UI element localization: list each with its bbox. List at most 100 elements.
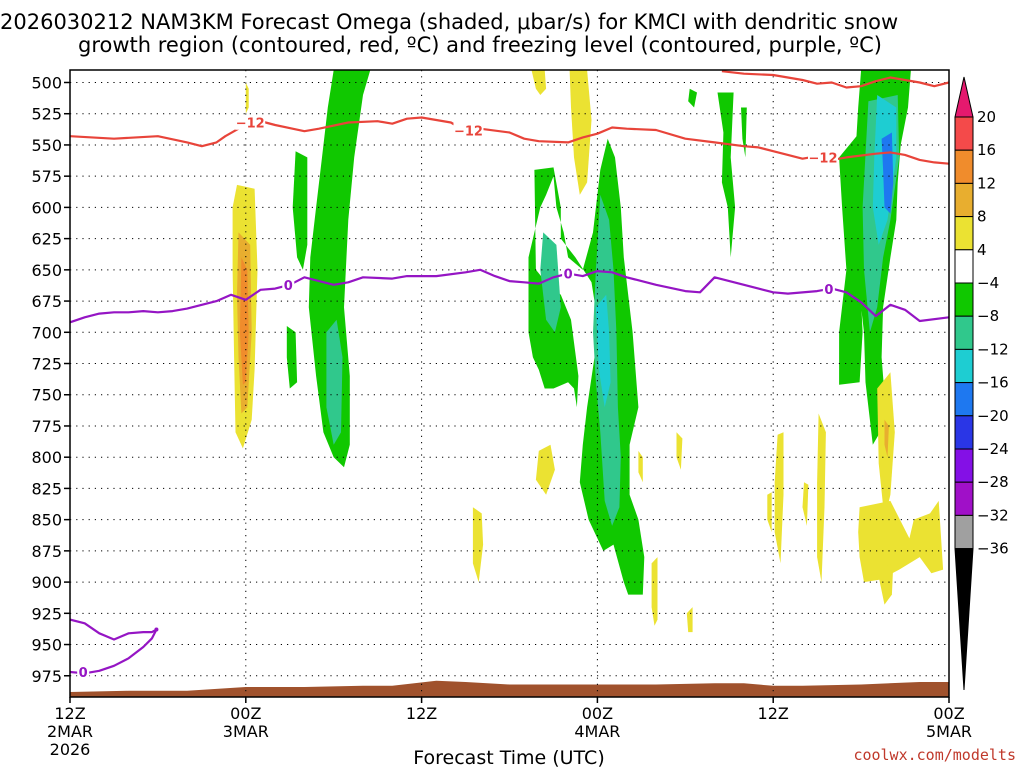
omega-colorbar: 20 16 12 8 4 −4 −8 −12 −16 −20 −24 −28 −32 −36 [954, 76, 1009, 691]
colorbar-label-1: 20 [977, 108, 996, 126]
colorbar-label-7: −8 [977, 307, 999, 325]
y-tick-label-875: 875 [31, 542, 62, 561]
freezing-label-1-bg [282, 277, 295, 293]
chart-title-line-1: 2026030212 NAM3KM Forecast Omega (shaded… [0, 10, 898, 34]
colorbar-segment-5 [954, 249, 974, 284]
credit-text: coolwx.com/modelts [853, 746, 1016, 764]
colorbar-label-13: −32 [977, 506, 1009, 524]
colorbar-top-triangle [954, 76, 974, 118]
colorbar-bottom-triangle [954, 548, 974, 691]
x-tick-label-12-2: 3MAR [223, 722, 269, 741]
omega-region-19 [239, 257, 249, 385]
y-tick-label-900: 900 [31, 573, 62, 592]
x-tick-label-36-1: 00Z [582, 704, 613, 723]
freezing-label-2-bg [562, 265, 575, 281]
omega-region-10 [839, 132, 863, 385]
colorbar-label-2: 16 [977, 141, 996, 159]
omega-region-35 [767, 492, 772, 533]
x-tick-label-60-1: 00Z [933, 704, 964, 723]
freezing-low-label-1-bg [77, 664, 90, 680]
omega-region-4 [286, 326, 298, 389]
omega-region-1 [308, 70, 371, 468]
colorbar-label-10: −20 [977, 407, 1009, 425]
freezing-label-1: 0 [284, 279, 293, 294]
x-tick-label-0-1: 12Z [54, 704, 85, 723]
omega-region-29 [774, 432, 784, 564]
omega-region-32 [651, 557, 658, 626]
y-tick-label-600: 600 [31, 198, 62, 217]
colorbar-label-8: −12 [977, 340, 1009, 358]
x-tick-label-0-3: 2026 [50, 740, 91, 759]
omega-region-5 [528, 138, 645, 595]
dgz-line-minus12-upper [721, 70, 949, 89]
omega-region-22 [472, 507, 484, 583]
x-tick-label-24-1: 12Z [406, 704, 437, 723]
colorbar-segment-11 [954, 448, 974, 483]
dgz-label-1-bg [235, 114, 266, 130]
freezing-label-2: 0 [564, 268, 573, 283]
freezing-line [70, 268, 949, 324]
colorbar-segment-2 [954, 149, 974, 184]
x-tick-label-48-1: 12Z [758, 704, 789, 723]
y-tick-label-775: 775 [31, 417, 62, 436]
colorbar-label-6: −4 [977, 274, 999, 292]
y-tick-label-525: 525 [31, 105, 62, 124]
colorbar-segment-8 [954, 348, 974, 384]
x-tick-label-60-2: 5MAR [926, 722, 972, 741]
omega-region-30 [802, 482, 809, 526]
freezing-low-label-1: 0 [79, 666, 88, 681]
chart-title-line-2: growth region (contoured, red, ºC) and f… [78, 33, 882, 57]
omega-region-31 [686, 607, 693, 633]
y-tick-label-575: 575 [31, 167, 62, 186]
y-tick-label-850: 850 [31, 511, 62, 530]
colorbar-label-11: −24 [977, 440, 1009, 458]
freezing-line-low-endpoint [154, 627, 159, 632]
omega-region-25 [858, 500, 944, 583]
dgz-label-1: −12 [236, 117, 265, 132]
omega-region-36 [245, 82, 249, 114]
colorbar-segment-7 [954, 315, 974, 350]
terrain-surface [70, 680, 949, 697]
omega-region-24 [817, 413, 826, 583]
omega-region-14 [717, 92, 736, 258]
colorbar-segment-12 [954, 481, 974, 516]
colorbar-label-12: −28 [977, 473, 1009, 491]
x-tick-label-36-2: 4MAR [574, 722, 620, 741]
omega-region-28 [877, 563, 894, 605]
colorbar-segment-13 [954, 514, 974, 550]
y-tick-label-825: 825 [31, 479, 62, 498]
colorbar-label-3: 12 [977, 174, 996, 192]
colorbar-label-5: 4 [977, 241, 987, 259]
colorbar-segment-9 [954, 382, 974, 417]
plot-frame [69, 69, 950, 698]
x-tick-label-0-2: 2MAR [47, 722, 93, 741]
y-tick-label-650: 650 [31, 261, 62, 280]
freezing-label-3: 0 [824, 283, 833, 298]
omega-region-27 [884, 419, 889, 458]
y-tick-label-625: 625 [31, 230, 62, 249]
contour-labels: −12 −12 −12 0 0 0 0 [77, 114, 839, 681]
omega-region-33 [676, 432, 683, 470]
omega-region-16 [741, 107, 747, 158]
y-tick-label-725: 725 [31, 355, 62, 374]
y-tick-label-925: 925 [31, 604, 62, 623]
y-axis-ticks: 500 525 550 575 600 625 650 675 700 725 750 775 800 8… [31, 73, 70, 686]
omega-region-21 [535, 444, 555, 495]
y-tick-label-550: 550 [31, 136, 62, 155]
y-tick-label-800: 800 [31, 448, 62, 467]
x-axis-label: Forecast Time (UTC) [413, 747, 604, 768]
omega-region-20 [569, 70, 592, 195]
colorbar-segment-10 [954, 415, 974, 450]
dotted-grid [70, 70, 949, 697]
omega-region-3 [292, 151, 308, 270]
omega-region-8 [540, 232, 561, 333]
y-tick-label-700: 700 [31, 323, 62, 342]
omega-region-23 [531, 70, 547, 95]
dgz-label-3-bg [808, 149, 839, 165]
dgz-label-3: −12 [809, 152, 838, 167]
y-tick-label-975: 975 [31, 667, 62, 686]
y-tick-label-950: 950 [31, 636, 62, 655]
colorbar-segment-6 [954, 282, 974, 317]
